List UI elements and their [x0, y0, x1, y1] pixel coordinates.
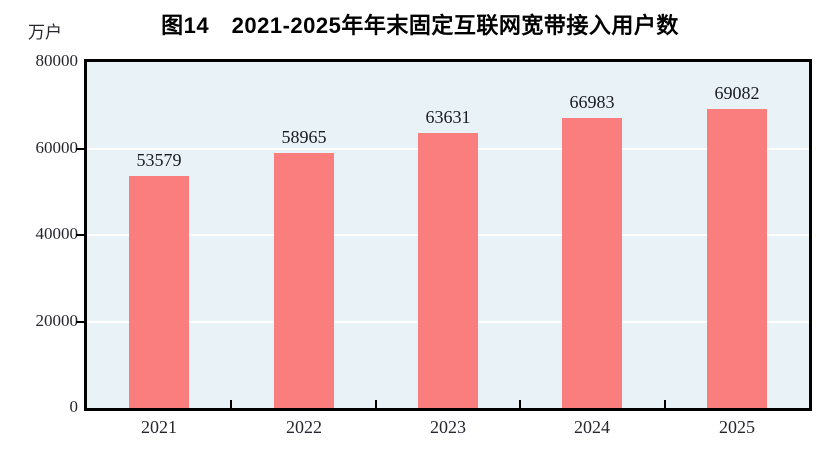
chart-title: 图14 2021-2025年年末固定互联网宽带接入用户数: [161, 13, 679, 38]
x-axis-tick-mark-1: [230, 400, 232, 408]
x-axis-tick-mark-2: [375, 400, 377, 408]
y-axis-tick-mark-60000: [76, 148, 84, 150]
plot-area: 53579 58965 63631 66983 69082: [84, 59, 812, 411]
y-axis-unit-label: 万户: [28, 23, 62, 42]
x-axis-tick-label-2022: 2022: [286, 417, 322, 437]
value-label-2025: 69082: [714, 83, 760, 103]
value-label-2024: 66983: [569, 92, 615, 112]
x-axis-tick-mark-3: [519, 400, 521, 408]
bar-2021: [129, 176, 189, 408]
value-label-2022: 58965: [281, 127, 327, 147]
bar-2022: [274, 153, 334, 408]
y-axis-tick-label-0: 0: [69, 397, 79, 416]
x-axis-tick-label-2025: 2025: [719, 417, 755, 437]
value-label-2021: 53579: [136, 150, 182, 170]
value-label-2023: 63631: [425, 107, 471, 127]
x-axis-tick-label-2023: 2023: [430, 417, 466, 437]
bar-2024: [562, 118, 622, 408]
y-axis-tick-mark-40000: [76, 234, 84, 236]
x-axis-tick-label-2021: 2021: [141, 417, 177, 437]
y-axis-tick-label-20000: 20000: [35, 311, 79, 330]
y-axis-tick-mark-20000: [76, 321, 84, 323]
bar-2023: [418, 133, 478, 408]
x-axis-tick-label-2024: 2024: [574, 417, 610, 437]
y-axis-tick-label-60000: 60000: [35, 138, 79, 157]
bar-2025: [707, 109, 767, 408]
x-axis-tick-mark-4: [664, 400, 666, 408]
y-axis-tick-label-80000: 80000: [35, 51, 79, 70]
y-axis-tick-label-40000: 40000: [35, 224, 79, 243]
